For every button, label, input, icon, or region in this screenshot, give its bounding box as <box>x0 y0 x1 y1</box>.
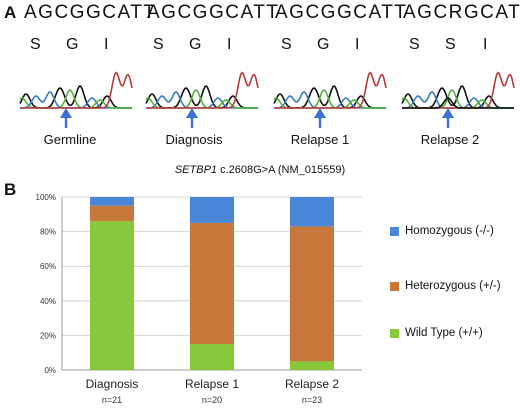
bar-segment-wild <box>190 344 234 370</box>
mutation-arrow-head <box>60 108 72 118</box>
bar-segment-wild <box>90 221 134 370</box>
bar-segment-heterozygous <box>190 222 234 345</box>
label-relapse-2: Relapse 2 <box>420 132 480 147</box>
y-tick-label: 40% <box>40 297 56 306</box>
panel-b-label: B <box>4 180 17 199</box>
sample-size-label: n=20 <box>202 395 222 405</box>
mutation-arrow-head <box>314 108 326 118</box>
y-tick-label: 60% <box>40 262 56 271</box>
legend-label: Wild Type (+/+) <box>405 327 483 339</box>
chromatogram-trace-red <box>146 71 259 109</box>
legend-swatch <box>390 226 399 236</box>
amino-acid: I <box>227 36 232 53</box>
bar-segment-wild <box>290 361 334 370</box>
y-tick-label: 80% <box>40 228 56 237</box>
panel-a-label: A <box>4 3 17 22</box>
mutation-arrow-head <box>442 108 454 118</box>
y-tick-label: 0% <box>44 366 56 375</box>
legend-swatch <box>390 281 399 291</box>
legend-swatch <box>390 328 399 338</box>
chromatogram-trace-red <box>274 71 387 109</box>
sequence-diagnosis: AGCGGCATT <box>147 2 280 23</box>
y-tick-label: 100% <box>36 193 56 202</box>
legend-wild-type: Wild Type (+/+) <box>390 327 483 339</box>
gene-name: SETBP1 <box>174 164 218 176</box>
label-relapse-1: Relapse 1 <box>290 132 350 147</box>
sequence-relapse-2: AGCRGCATT <box>403 2 520 23</box>
amino-acid: S <box>30 36 41 53</box>
variant-description: c.2608G>A (NM_015559) <box>217 164 346 176</box>
amino-acid: I <box>104 36 109 53</box>
amino-acid: G <box>189 36 202 53</box>
amino-acid: G <box>66 36 79 53</box>
bar-segment-homozygous <box>90 197 134 206</box>
amino-acid: I <box>355 36 360 53</box>
amino-acid: S <box>281 36 292 53</box>
amino-acid: I <box>483 36 488 53</box>
gene-annotation: SETBP1 c.2608G>A (NM_015559) <box>0 164 520 176</box>
legend-label: Homozygous (-/-) <box>405 225 494 237</box>
chromatogram-trace-secondary <box>402 97 514 109</box>
bar-segment-heterozygous <box>290 226 334 362</box>
amino-acid: S <box>409 36 420 53</box>
x-category-label: Relapse 1 <box>185 377 239 391</box>
sequence-relapse-1: AGCGGCATT <box>275 2 408 23</box>
legend-label: Heterozygous (+/-) <box>405 280 501 292</box>
sample-size-label: n=23 <box>302 395 322 405</box>
bar-segment-heterozygous <box>90 205 134 222</box>
chromatogram-trace-red <box>20 71 133 109</box>
bar-segment-homozygous <box>290 197 334 227</box>
amino-acid: S <box>445 36 456 53</box>
label-germline: Germline <box>43 132 97 147</box>
amino-acid: G <box>317 36 330 53</box>
amino-acid: S <box>153 36 164 53</box>
legend-heterozygous: Heterozygous (+/-) <box>390 280 501 292</box>
sequence-germline: AGCGGCATT <box>24 2 157 23</box>
bar-segment-homozygous <box>190 197 234 223</box>
label-diagnosis: Diagnosis <box>165 132 223 147</box>
sample-size-label: n=21 <box>102 395 122 405</box>
mutation-arrow-head <box>186 108 198 118</box>
legend-homozygous: Homozygous (-/-) <box>390 225 494 237</box>
x-category-label: Relapse 2 <box>285 377 339 391</box>
y-tick-label: 20% <box>40 331 56 340</box>
x-category-label: Diagnosis <box>86 377 139 391</box>
